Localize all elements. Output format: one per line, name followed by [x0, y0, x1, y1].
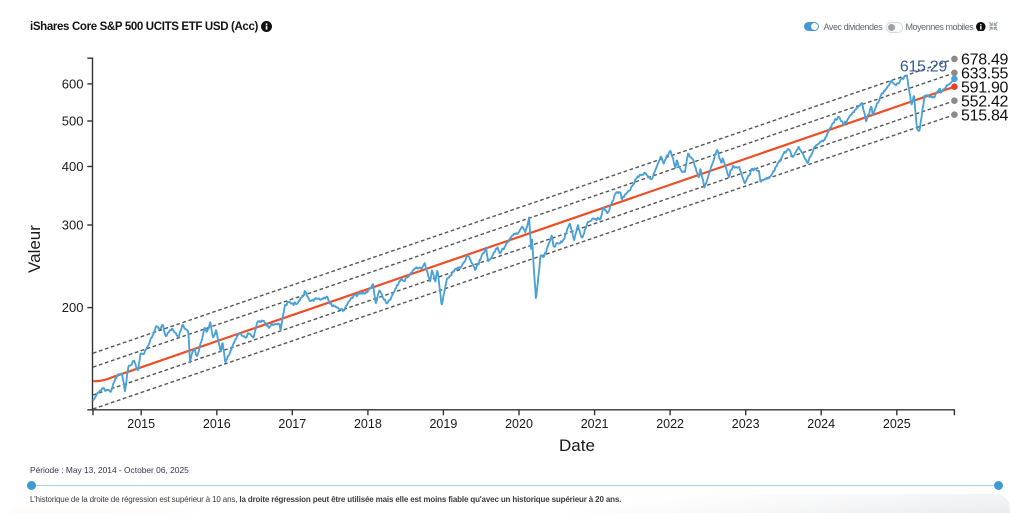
svg-text:2016: 2016 — [203, 417, 231, 431]
svg-text:2018: 2018 — [354, 417, 382, 431]
svg-text:2022: 2022 — [656, 417, 684, 431]
svg-text:2017: 2017 — [278, 417, 306, 431]
svg-text:2024: 2024 — [807, 417, 835, 431]
svg-text:200: 200 — [62, 300, 84, 315]
svg-text:500: 500 — [62, 114, 84, 129]
svg-text:2021: 2021 — [581, 417, 609, 431]
svg-text:2020: 2020 — [505, 417, 533, 431]
svg-text:591.90: 591.90 — [961, 79, 1009, 96]
svg-text:Valeur: Valeur — [25, 225, 44, 273]
svg-text:515.84: 515.84 — [961, 107, 1009, 124]
svg-text:633.55: 633.55 — [961, 65, 1009, 82]
svg-text:552.42: 552.42 — [961, 93, 1009, 110]
svg-text:2023: 2023 — [732, 417, 760, 431]
svg-text:300: 300 — [62, 218, 84, 233]
svg-text:2015: 2015 — [127, 417, 155, 431]
svg-text:678.49: 678.49 — [961, 52, 1009, 69]
svg-text:615.29: 615.29 — [900, 59, 948, 76]
svg-text:600: 600 — [62, 77, 84, 92]
svg-text:2025: 2025 — [883, 417, 911, 431]
svg-text:2019: 2019 — [429, 417, 457, 431]
svg-text:Date: Date — [559, 436, 595, 455]
svg-text:400: 400 — [62, 159, 84, 174]
